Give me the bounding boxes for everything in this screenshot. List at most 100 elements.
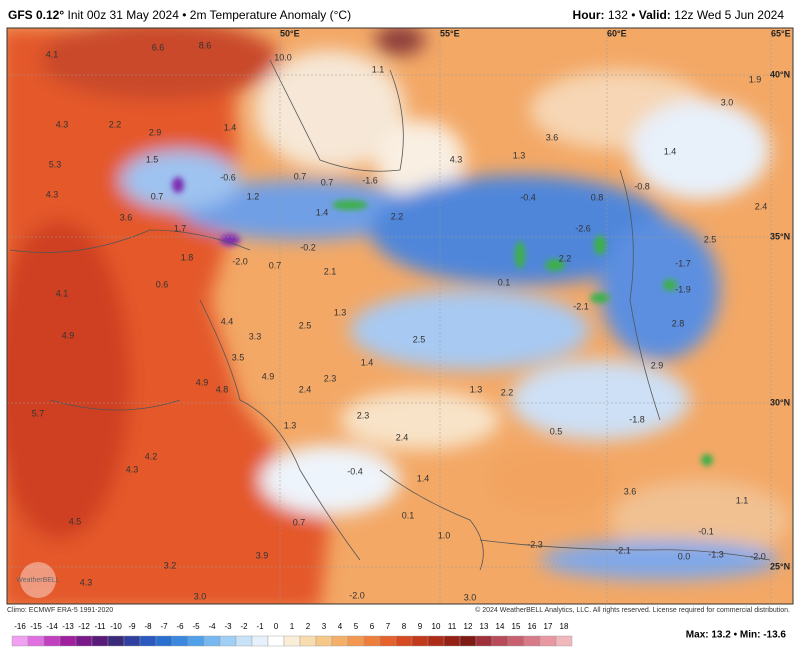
anomaly-label: 2.3 [357,410,370,420]
colorbar-tick-label: -9 [128,622,136,631]
anomaly-label: 2.9 [149,127,162,137]
colorbar-cell [171,635,189,647]
anomaly-label: 4.3 [450,154,463,164]
anomaly-label: -0.4 [347,466,363,476]
colorbar-tick-label: -5 [192,622,200,631]
colorbar-tick-label: 11 [448,622,457,631]
latitude-label: 35°N [770,231,790,241]
colorbar: -16 -15 -14 -13 -12 -11 -10 -9 -8 -7 -6 -5 -4 -3 -2 -1 0… [11,622,573,647]
anomaly-label: 4.3 [80,577,93,587]
anomaly-label: 0.7 [321,177,334,187]
colorbar-tick-label: 8 [402,622,407,631]
borders [9,59,771,571]
colorbar-cell [27,635,45,647]
anomaly-label: 4.9 [196,377,209,387]
colorbar-cell [347,635,365,647]
colorbar-tick-label: 9 [418,622,423,631]
anomaly-label: -1.6 [362,175,378,185]
anomaly-label: 0.0 [678,551,691,561]
anomaly-label: 2.9 [651,360,664,370]
anomaly-label: -1.9 [675,284,691,294]
logo: WeatherBELL [16,577,60,584]
colorbar-cell [443,635,461,647]
anomaly-label: 1.4 [417,473,430,483]
anomaly-label: -2.1 [615,545,631,555]
colorbar-tick-label: 1 [290,622,295,631]
anomaly-label: 5.7 [32,408,45,418]
colorbar-cell [123,635,141,647]
anomaly-label: 4.3 [126,464,139,474]
anomaly-label: 3.2 [164,560,177,570]
anomaly-label: 3.6 [546,132,559,142]
colorbar-cell [155,635,173,647]
colorbar-tick-label: 14 [496,622,505,631]
anomaly-label: 1.4 [224,122,237,132]
anomaly-label: 1.4 [316,207,329,217]
latitude-label: 25°N [770,561,790,571]
anomaly-label: 10.0 [274,52,292,62]
longitude-label: 50°E [280,28,300,38]
latitude-label: 40°N [770,69,790,79]
colorbar-tick-label: 6 [370,622,375,631]
anomaly-label: 4.3 [56,119,69,129]
anomaly-label: -2.3 [527,539,543,549]
anomaly-label: 1.4 [361,357,374,367]
colorbar-tick-label: -10 [110,622,122,631]
anomaly-label: 4.1 [56,288,69,298]
anomaly-label: 0.7 [269,260,282,270]
colorbar-cell [91,635,109,647]
colorbar-cell [315,635,333,647]
colorbar-cell [107,635,125,647]
colorbar-tick-label: -8 [144,622,152,631]
map-frame [6,27,794,605]
colorbar-cell [507,635,525,647]
colorbar-tick-label: -7 [160,622,168,631]
anomaly-label: -0.1 [698,526,714,536]
anomaly-label: 3.0 [721,97,734,107]
copyright: © 2024 WeatherBELL Analytics, LLC. All r… [475,606,790,614]
anomaly-label: 6.6 [152,42,165,52]
colorbar-cell [555,635,573,647]
colorbar-cell [11,635,29,647]
colorbar-cell [203,635,221,647]
anomaly-label: -2.6 [575,223,591,233]
anomaly-label: 1.7 [174,223,187,233]
anomaly-label: 2.2 [559,253,572,263]
anomaly-label: 2.1 [324,266,337,276]
colorbar-tick-label: -11 [95,622,107,631]
anomaly-label: 2.2 [109,119,122,129]
anomaly-label: 1.3 [513,150,526,160]
header-left: GFS 0.12° Init 00z 31 May 2024 • 2m Temp… [8,8,351,22]
colorbar-cell [283,635,301,647]
colorbar-tick-label: 12 [464,622,473,631]
anomaly-label: 2.3 [324,373,337,383]
colorbar-cell [235,635,253,647]
colorbar-cell [475,635,493,647]
anomaly-label: 2.4 [396,432,409,442]
anomaly-label: 1.5 [146,154,159,164]
colorbar-cell [219,635,237,647]
anomaly-label: 0.7 [151,191,164,201]
anomaly-label: 1.4 [664,146,677,156]
colorbar-cell [187,635,205,647]
header-right: Hour: 132 • Valid: 12z Wed 5 Jun 2024 [573,8,785,22]
anomaly-label: 1.3 [334,307,347,317]
anomaly-label: 4.8 [216,384,229,394]
anomaly-label: -0.8 [634,181,650,191]
colorbar-tick-label: -15 [30,622,42,631]
colorbar-cell [331,635,349,647]
colorbar-tick-label: -2 [240,622,248,631]
anomaly-label: -2.0 [750,551,766,561]
anomaly-label: 0.6 [156,279,169,289]
anomaly-label: 0.7 [293,517,306,527]
anomaly-label: -1.8 [629,414,645,424]
colorbar-tick-label: 17 [544,622,553,631]
anomaly-label: 3.6 [624,486,637,496]
anomaly-label: 3.0 [464,592,477,602]
anomaly-label: 0.7 [294,171,307,181]
anomaly-label: 1.0 [438,530,451,540]
colorbar-tick-label: 2 [306,622,311,631]
anomaly-label: 1.8 [181,252,194,262]
climo-note: Climo: ECMWF ERA-5 1991-2020 [7,607,113,614]
